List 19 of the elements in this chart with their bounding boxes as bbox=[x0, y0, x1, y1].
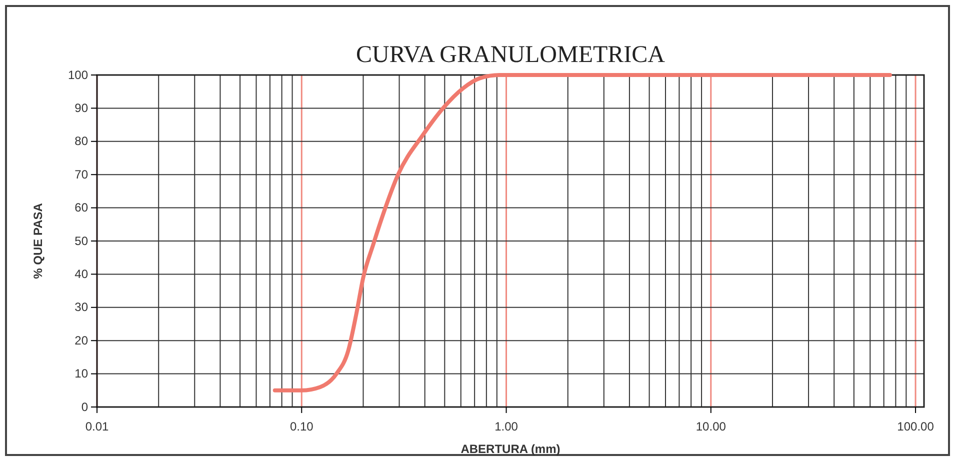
y-tick-label: 10 bbox=[74, 366, 88, 381]
x-tick-label: 1.00 bbox=[494, 419, 518, 434]
y-tick-label: 40 bbox=[74, 267, 88, 282]
y-tick-label: 50 bbox=[74, 234, 88, 248]
y-tick-label: 70 bbox=[74, 167, 88, 182]
y-tick-label: 80 bbox=[74, 134, 88, 148]
y-tick-label: 30 bbox=[74, 300, 88, 314]
y-axis-title: % QUE PASA bbox=[31, 202, 45, 279]
y-tick-label: 100 bbox=[68, 68, 88, 82]
y-tick-label: 20 bbox=[74, 333, 88, 348]
y-tick-label: 0 bbox=[81, 400, 88, 414]
chart-title: CURVA GRANULOMETRICA bbox=[356, 42, 666, 68]
y-tick-label: 60 bbox=[74, 200, 88, 215]
x-tick-label: 10.00 bbox=[696, 419, 726, 434]
x-axis-title: ABERTURA (mm) bbox=[460, 442, 560, 456]
y-tick-label: 90 bbox=[74, 101, 88, 116]
x-tick-label: 0.10 bbox=[290, 419, 314, 434]
x-tick-label: 0.01 bbox=[85, 419, 109, 434]
x-tick-label: 100.00 bbox=[897, 419, 934, 434]
